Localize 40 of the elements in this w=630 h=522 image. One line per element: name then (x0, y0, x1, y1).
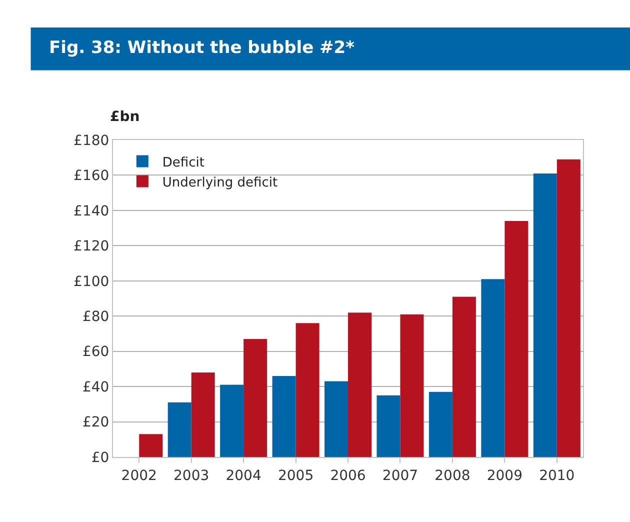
bar (556, 159, 580, 457)
bar (139, 434, 163, 457)
y-tick-label: £160 (74, 168, 110, 184)
bar (428, 392, 452, 457)
bar (533, 173, 557, 457)
bar (272, 376, 296, 457)
y-axis-title: £bn (110, 109, 140, 125)
y-tick-label: £100 (74, 274, 110, 290)
y-tick-label: £0 (91, 450, 110, 466)
x-tick-label: 2008 (434, 468, 470, 484)
bar (168, 402, 192, 457)
chart-title: Fig. 38: Without the bubble #2* (49, 38, 355, 58)
y-tick-label: £80 (82, 309, 110, 326)
bar (244, 339, 268, 457)
bar (452, 296, 476, 457)
x-tick-label: 2004 (226, 468, 262, 484)
x-tick-label: 2010 (539, 468, 575, 484)
legend-label: Underlying deficit (162, 175, 278, 190)
y-tick-label: £140 (74, 203, 110, 220)
y-tick-label: £60 (82, 344, 110, 360)
bar (220, 384, 244, 457)
y-tick-label: £40 (82, 379, 110, 396)
y-tick-label: £180 (74, 132, 110, 149)
x-tick-label: 2005 (278, 468, 314, 484)
x-tick-label: 2006 (330, 468, 366, 484)
y-tick-label: £120 (74, 238, 110, 255)
y-tick-label: £20 (82, 414, 110, 431)
x-tick-label: 2002 (121, 468, 157, 484)
x-tick-label: 2007 (382, 468, 418, 484)
bar (504, 221, 528, 457)
bar (400, 314, 424, 457)
bar (348, 312, 372, 457)
bar (296, 323, 320, 457)
x-tick-label: 2003 (174, 468, 210, 484)
bar (376, 395, 400, 457)
bar (191, 372, 215, 457)
x-tick-label: 2009 (486, 468, 522, 484)
bar (481, 279, 505, 457)
bar (324, 381, 348, 457)
legend-label: Deficit (162, 155, 204, 170)
